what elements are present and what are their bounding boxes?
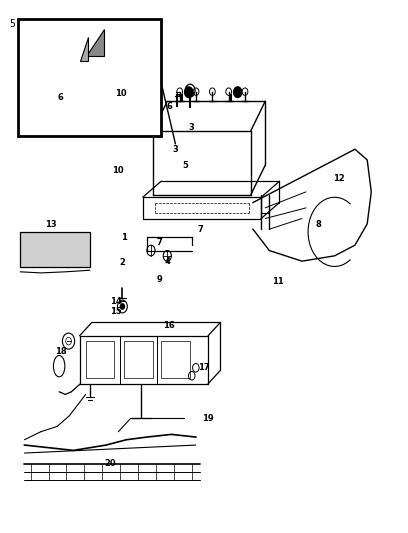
Polygon shape [86, 29, 104, 56]
Circle shape [120, 304, 124, 309]
Text: 4: 4 [164, 257, 170, 265]
Text: 15: 15 [111, 308, 122, 316]
Text: 2: 2 [120, 258, 125, 266]
Text: 3: 3 [173, 145, 178, 154]
Text: 7: 7 [156, 238, 162, 247]
Text: 7: 7 [197, 225, 203, 233]
Polygon shape [80, 37, 88, 61]
Text: 8: 8 [315, 221, 321, 229]
Text: 11: 11 [272, 277, 283, 286]
Text: 6: 6 [166, 102, 172, 111]
Text: 5: 5 [183, 161, 188, 169]
Text: 16: 16 [164, 321, 175, 329]
Text: 6: 6 [58, 93, 63, 102]
Text: 10: 10 [115, 89, 126, 98]
Text: 1: 1 [122, 233, 127, 241]
Text: 18: 18 [55, 348, 66, 356]
Text: 510B 200: 510B 200 [10, 19, 57, 29]
Text: 10: 10 [113, 166, 124, 175]
Text: 9: 9 [156, 276, 162, 284]
Bar [86, 341, 114, 378]
Circle shape [184, 87, 193, 98]
Text: 12: 12 [333, 174, 344, 183]
Text: 20: 20 [104, 459, 116, 468]
Text: 19: 19 [202, 414, 214, 423]
Polygon shape [20, 232, 90, 266]
Circle shape [233, 87, 242, 98]
Text: 3: 3 [189, 124, 195, 132]
Circle shape [188, 88, 192, 93]
Text: 13: 13 [45, 221, 57, 229]
Text: 17: 17 [198, 364, 210, 372]
Text: 14: 14 [111, 297, 122, 305]
Bar [124, 341, 153, 378]
Bar [18, 19, 161, 136]
Bar [161, 341, 190, 378]
